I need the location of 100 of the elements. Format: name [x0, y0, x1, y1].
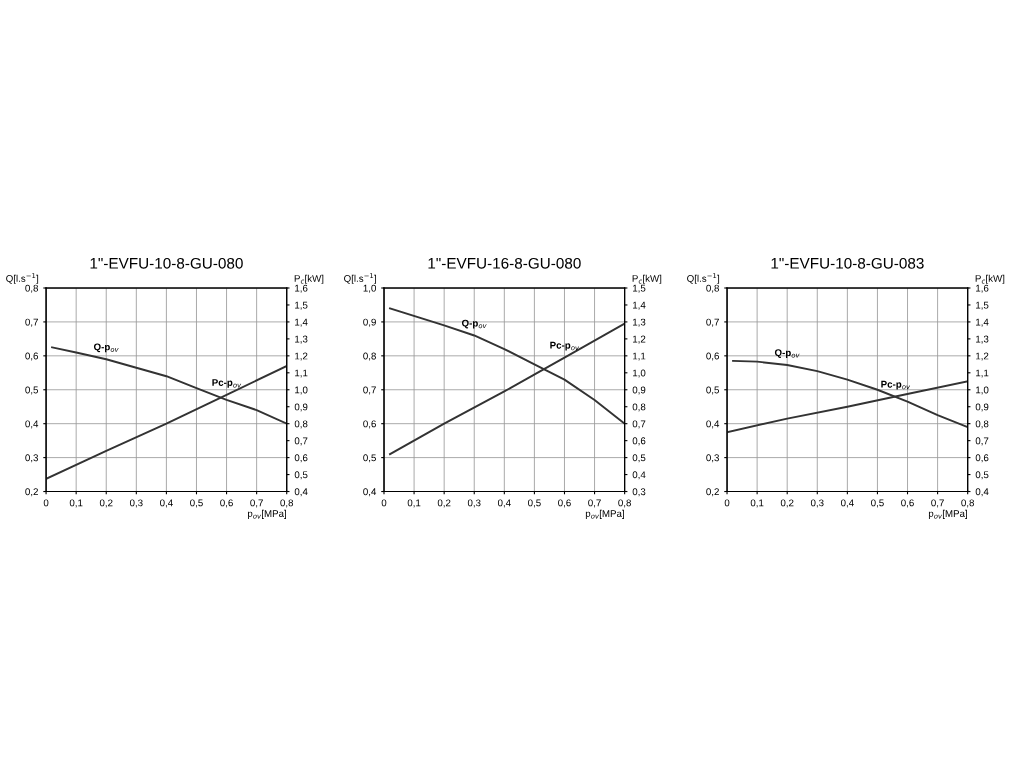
y-axis-title: Q[l.s$^{−1}$] [344, 273, 377, 284]
y2-tick-label: 0,4 [975, 488, 989, 497]
y-axis-title: Q[l.s$^{−1}$] [6, 273, 39, 284]
y2-tick-label: 1,4 [976, 318, 989, 327]
y2-tick-label: 0,5 [975, 471, 989, 480]
x-tick-label: 0,5 [190, 499, 203, 508]
line-series [732, 359, 968, 429]
y-tick-label: 1,0 [363, 284, 376, 293]
y2-tick-label: 1,0 [976, 386, 989, 395]
y2-tick-label: 1,3 [976, 335, 989, 344]
chart-title: 1"-EVFU-10-8-GU-083 [771, 257, 924, 269]
y2-tick-label: 0,9 [632, 386, 646, 395]
x-tick-label: 0 [724, 499, 730, 507]
x-tick-label: 0,1 [750, 499, 764, 508]
y2-tick-label: 1,1 [633, 352, 646, 361]
y2-tick-label: 1,3 [633, 318, 646, 327]
y2-tick-label: 0,9 [294, 403, 308, 412]
y-tick-label: 0,9 [363, 318, 376, 327]
y2-tick-label: 1,4 [633, 301, 646, 310]
chart-title: 1"-EVFU-10-8-GU-080 [90, 257, 243, 269]
x-tick-label: 0,2 [780, 499, 794, 508]
y2-tick-label: 1,6 [295, 284, 308, 293]
y-tick-label: 0,6 [363, 420, 376, 429]
y-tick-label: 0,4 [363, 488, 377, 497]
y2-tick-label: 0,5 [632, 454, 646, 463]
y2-tick-label: 0,7 [632, 420, 646, 429]
y-tick-label: 0,8 [363, 352, 376, 361]
x-tick-label: 0,5 [871, 499, 884, 508]
y2-tick-label: 1,3 [295, 335, 308, 344]
series-label: Pc-p$_{ov}$ [550, 341, 580, 351]
y-tick-label: 0,2 [25, 488, 38, 497]
x-tick-label: 0,7 [931, 499, 944, 508]
y-tick-label: 0,7 [706, 318, 719, 327]
y-tick-label: 0,8 [25, 284, 39, 293]
x-tick-label: 0,7 [588, 499, 601, 508]
y-tick-label: 0,3 [706, 454, 719, 463]
y2-tick-label: 1,0 [295, 386, 308, 395]
y-axis-title: Q[l.s$^{−1}$] [687, 273, 720, 284]
y2-tick-label: 0,6 [294, 454, 308, 463]
y2-tick-label: 1,5 [976, 301, 989, 310]
series-label: Q-p$_{ov}$ [93, 343, 119, 353]
y2-tick-label: 0,4 [294, 488, 308, 497]
x-tick-label: 0,6 [220, 499, 233, 508]
x-tick-label: 0,6 [901, 499, 914, 508]
series-label: Q-p$_{ov}$ [774, 349, 800, 359]
y-tick-label: 0,5 [706, 386, 719, 395]
y2-tick-label: 1,5 [633, 284, 646, 293]
x-axis-title: p$_{ov}$[MPa] [247, 509, 286, 519]
x-tick-label: 0,1 [69, 499, 83, 508]
x-tick-label: 0,4 [497, 499, 511, 508]
x-tick-label: 0,4 [840, 499, 854, 508]
y-tick-label: 0,5 [363, 454, 376, 463]
y2-tick-label: 0,3 [632, 488, 646, 497]
x-axis-title: p$_{ov}$[MPa] [585, 509, 624, 519]
y2-tick-label: 1,2 [633, 335, 646, 344]
x-tick-label: 0,8 [280, 499, 294, 508]
y2-tick-label: 0,6 [975, 454, 989, 463]
x-tick-label: 0,4 [160, 499, 173, 508]
y2-tick-label: 1,4 [295, 318, 308, 327]
x-tick-label: 0,3 [467, 499, 481, 508]
series-label: Q-p$_{ov}$ [461, 319, 487, 329]
y2-axis-title: P$_{c}$[kW] [294, 274, 324, 284]
chart-title: 1"-EVFU-16-8-GU-080 [428, 257, 581, 269]
x-tick-label: 0,2 [99, 499, 113, 508]
x-tick-label: 0,5 [528, 499, 541, 508]
y-tick-label: 0,7 [25, 318, 38, 327]
y-tick-label: 0,3 [25, 454, 39, 463]
y2-tick-label: 0,8 [632, 403, 646, 412]
y-tick-label: 0,6 [25, 352, 39, 361]
y2-tick-label: 1,5 [295, 301, 308, 310]
y2-axis-title: P$_{c}$[kW] [632, 274, 662, 284]
y2-tick-label: 0,7 [294, 437, 308, 446]
y2-tick-label: 1,2 [976, 352, 989, 361]
y2-axis-title: P$_{c}$[kW] [975, 274, 1005, 284]
y2-tick-label: 1,0 [633, 369, 646, 378]
x-tick-label: 0,1 [407, 499, 421, 508]
x-tick-label: 0,8 [961, 499, 975, 508]
y-tick-label: 0,4 [706, 420, 720, 429]
y2-tick-label: 1,6 [976, 284, 989, 293]
x-tick-label: 0,3 [810, 499, 824, 508]
x-tick-label: 0,6 [558, 499, 571, 508]
y2-tick-label: 0,8 [294, 420, 308, 429]
y-tick-label: 0,8 [706, 284, 719, 293]
y-tick-label: 0,6 [706, 352, 719, 361]
x-tick-label: 0,7 [250, 499, 263, 508]
y2-tick-label: 1,1 [976, 369, 989, 378]
x-tick-label: 0,8 [618, 499, 631, 508]
y2-tick-label: 1,1 [295, 369, 308, 378]
y-tick-label: 0,2 [706, 488, 719, 497]
x-tick-label: 0,2 [437, 499, 451, 508]
x-axis-title: p$_{ov}$[MPa] [928, 509, 967, 519]
series-label: Pc-p$_{ov}$ [881, 380, 911, 390]
y-tick-label: 0,4 [25, 420, 39, 429]
y2-tick-label: 0,6 [632, 437, 646, 446]
y2-tick-label: 0,8 [975, 420, 989, 429]
y2-tick-label: 0,7 [975, 437, 989, 446]
y2-tick-label: 1,2 [295, 352, 308, 361]
y-tick-label: 0,7 [363, 386, 376, 395]
y-tick-label: 0,5 [25, 386, 39, 395]
x-tick-label: 0,3 [129, 499, 143, 508]
